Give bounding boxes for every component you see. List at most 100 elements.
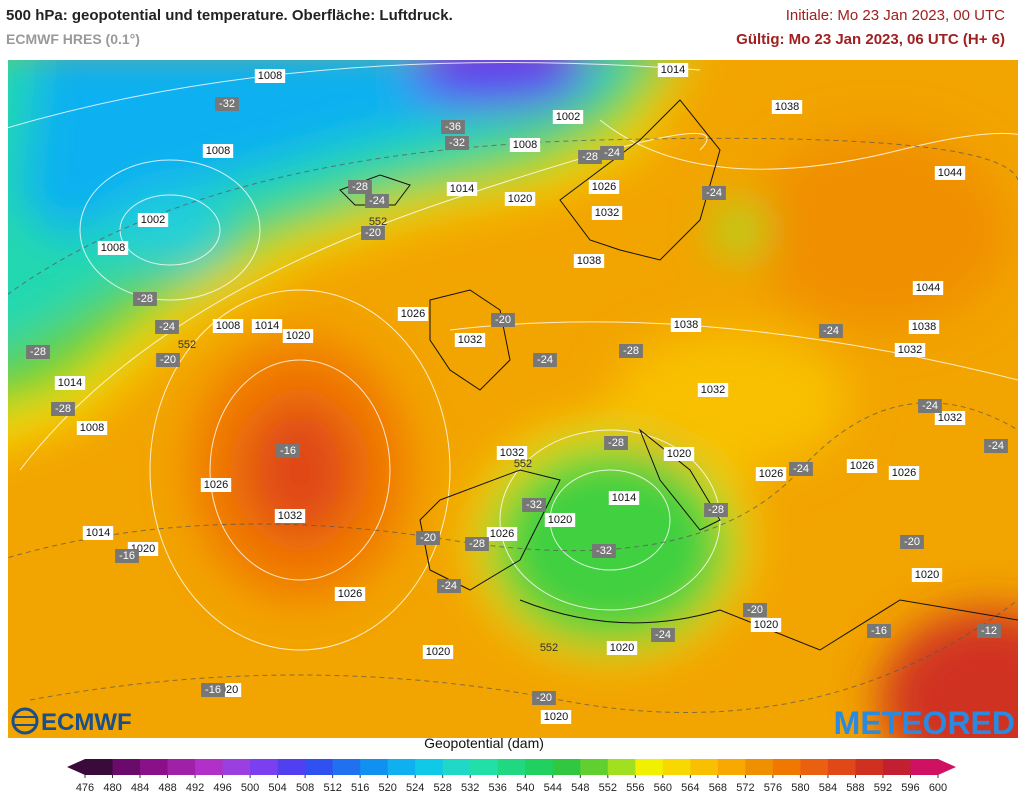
temperature-label: -32 [526,499,542,511]
temperature-label-box [977,624,1001,638]
temperature-label-box [704,503,728,517]
isobar-label: 1020 [667,448,691,460]
colorbar-bin [827,759,856,775]
colorbar-bin [222,759,251,775]
isobar-label-box [573,254,605,268]
colorbar-bin [717,759,746,775]
temperature-label-box [156,353,180,367]
colorbar-bin [140,759,169,775]
colorbar-bin [772,759,801,775]
isobar-label: 1008 [80,422,104,434]
isobar-label-box [750,618,782,632]
temperature-label-box [133,292,157,306]
temperature-label-box [441,120,465,134]
colorbar-tick-label: 512 [323,782,341,794]
colorbar-tick-label: 580 [791,782,809,794]
temperature-label-box [522,498,546,512]
isobar-label-box [908,320,940,334]
temperature-label-box [416,531,440,545]
colorbar-tick-label: 536 [489,782,507,794]
colorbar-tick-label: 528 [434,782,452,794]
temperature-label-box [592,544,616,558]
isobar-label-box [446,182,478,196]
temperature-label-box [533,353,557,367]
temperature-label: -16 [205,684,221,696]
init-time: Initiale: Mo 23 Jan 2023, 00 UTC [786,7,1005,24]
colorbar-bin [800,759,829,775]
temperature-label: -28 [469,538,485,550]
temperature-label: -28 [55,403,71,415]
colorbar-tick-label: 596 [901,782,919,794]
colorbar-tick-label: 540 [516,782,534,794]
temperature-label-box [918,399,942,413]
isobar-label: 1008 [101,242,125,254]
isobar-label-box [334,587,366,601]
isobar-label-box [422,645,454,659]
isobar-label-box [606,641,638,655]
colorbar-bin [85,759,114,775]
contour-label: 552 [178,339,196,351]
isobar-label: 1026 [338,588,362,600]
isobar-label: 1008 [258,70,282,82]
colorbar-high-arrow [938,759,956,775]
isobar-label-box [76,421,108,435]
colorbar-tick-label: 576 [764,782,782,794]
temperature-label-box [651,628,675,642]
colorbar-tick-label: 484 [131,782,149,794]
colorbar-tick-label: 532 [461,782,479,794]
temperature-label-box [743,603,767,617]
temperature-label: -20 [420,532,436,544]
isobar-label: 1002 [141,214,165,226]
isobar-label-box [663,447,695,461]
isobar-label: 1032 [278,510,302,522]
colorbar-bin [442,759,471,775]
temperature-label: -24 [537,354,553,366]
temperature-label-box [578,150,602,164]
isobar-label-box [911,568,943,582]
isobar-label: 1020 [508,193,532,205]
isotherms [8,137,1018,713]
isobar-label: 1032 [898,344,922,356]
ecmwf-logo-text: ECMWF [41,709,132,736]
temperature-label: -24 [823,325,839,337]
temperature-label: -32 [596,545,612,557]
isobar-label-box [137,213,169,227]
temperature-label-box [201,683,225,697]
temperature-label: -12 [981,625,997,637]
colorbar-bin [470,759,499,775]
ecmwf-logo: ECMWF [11,707,132,736]
isobar-label-box [397,307,429,321]
temperature-label: -24 [706,187,722,199]
isobar-label-box [496,446,528,460]
isobar-label-box [212,319,244,333]
colorbar: 476 480 484 488 492 496 500 504 508 512 516 520 524 5… [67,759,956,794]
temperature-label: -28 [708,504,724,516]
isobar-label: 1026 [490,528,514,540]
colorbar-low-arrow [67,759,85,775]
model-name: ECMWF HRES (0.1°) [6,31,140,47]
colorbar-bin [360,759,389,775]
isobar-label-box [274,509,306,523]
colorbar-bin [662,759,691,775]
isobar-label: 1020 [544,711,568,723]
temperature-label-box [26,345,50,359]
temperature-label: -16 [280,445,296,457]
isobar-label-box [670,318,702,332]
colorbar-bin [525,759,554,775]
temperature-label-box [491,313,515,327]
colorbar-tick-label: 568 [709,782,727,794]
temperature-label: -28 [30,346,46,358]
isobar-label-box [755,467,787,481]
isobar-label-box [657,63,689,77]
contour-label: 552 [514,458,532,470]
isobar-label-box [846,459,878,473]
contour-label: 552 [369,216,387,228]
meteored-logo: METEORED [834,705,1015,741]
temperature-label-box [437,579,461,593]
temperature-label-box [600,146,624,160]
temperature-label-box [604,436,628,450]
temperature-label-box [155,320,179,334]
isobar-label: 1026 [401,308,425,320]
isobar-label: 1008 [513,139,537,151]
isobar-label: 1020 [286,330,310,342]
